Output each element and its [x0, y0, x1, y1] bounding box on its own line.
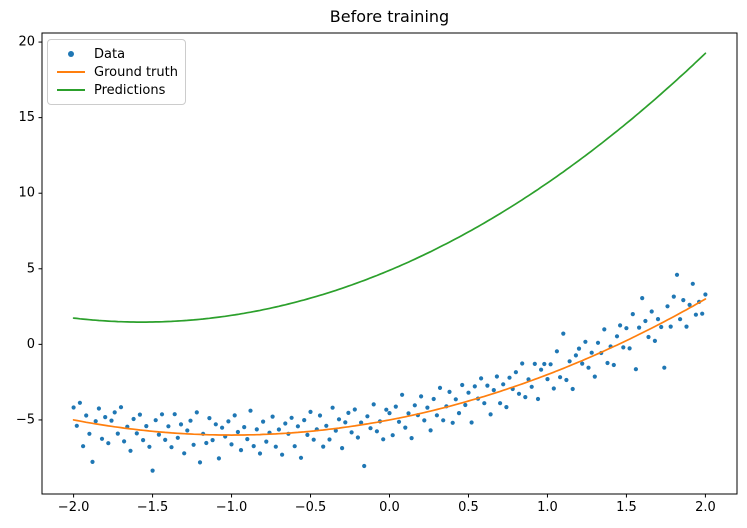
x-tick-label: 1.5 — [616, 500, 637, 515]
y-tick-label: 5 — [27, 261, 35, 276]
legend-item-data: Data — [48, 45, 177, 63]
scatter-marker-icon — [48, 51, 94, 57]
x-tick-label: 0.0 — [379, 500, 400, 515]
y-tick-label: 0 — [27, 337, 35, 352]
legend-label-predictions: Predictions — [94, 82, 166, 98]
line-swatch-icon — [48, 71, 94, 73]
legend: Data Ground truth Predictions — [47, 39, 186, 105]
x-tick-label: −1.0 — [216, 500, 248, 515]
y-tick-label: −5 — [16, 412, 35, 427]
line-swatch-icon — [48, 89, 94, 91]
ground-truth-line — [72, 298, 707, 436]
y-tick-label: 15 — [18, 110, 35, 125]
scatter-points — [71, 272, 708, 473]
x-tick-label: 1.0 — [537, 500, 558, 515]
y-tick-label: 10 — [18, 186, 35, 201]
y-tick-label: 20 — [18, 35, 35, 50]
legend-label-ground-truth: Ground truth — [94, 64, 178, 80]
chart-title: Before training — [329, 7, 450, 26]
legend-label-data: Data — [94, 46, 126, 62]
x-tick-label: 2.0 — [695, 500, 716, 515]
x-tick-label: −2.0 — [58, 500, 90, 515]
x-tick-label: −1.5 — [137, 500, 169, 515]
legend-item-ground-truth: Ground truth — [48, 63, 178, 81]
legend-item-predictions: Predictions — [48, 81, 177, 99]
axes-box — [41, 32, 738, 495]
x-tick-label: −0.5 — [295, 500, 327, 515]
plot-data-group — [71, 52, 708, 473]
x-tick-label: 0.5 — [458, 500, 479, 515]
predictions-line — [72, 52, 707, 323]
